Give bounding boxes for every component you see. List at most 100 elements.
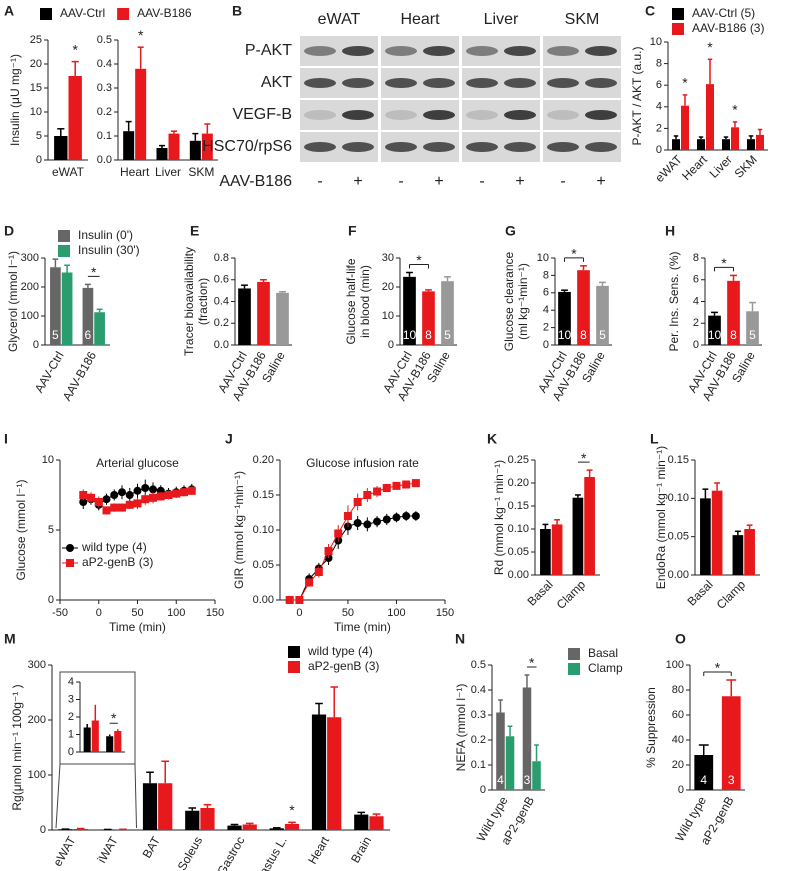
y-tick-label: 8 [543, 269, 549, 281]
y-tick-label: 8 [693, 252, 699, 264]
bar [269, 828, 284, 830]
point [133, 486, 142, 495]
bar [311, 714, 327, 830]
y-tick-label: 0.05 [253, 559, 274, 571]
legend-swatch [672, 23, 684, 35]
panel-letter: M [4, 631, 16, 647]
bar [522, 687, 532, 790]
x-tick-label: Brain [348, 834, 374, 865]
y-tick-label: 0.1 [97, 130, 112, 142]
y-tick-label: 0 [388, 339, 394, 351]
y-tick-label: 6 [656, 79, 662, 91]
y-tick-label: 0 [40, 824, 46, 836]
bar [257, 281, 270, 345]
y-tick-label: 300 [28, 659, 46, 671]
y-tick-label: 0.8 [214, 252, 229, 264]
point [141, 495, 150, 504]
significance-star: * [416, 252, 422, 268]
point [102, 506, 111, 515]
legend-swatch [288, 646, 300, 658]
panel-letter: K [487, 431, 497, 447]
bar [50, 267, 61, 345]
bar [441, 281, 454, 345]
x-tick-label: 150 [206, 607, 224, 619]
significance-star: * [732, 102, 738, 118]
blot-column-label: eWAT [318, 11, 361, 28]
point [285, 596, 294, 604]
y-tick-label: 2 [693, 317, 699, 329]
n-label: 3 [524, 773, 531, 787]
x-tick-label: SKM [188, 165, 214, 179]
y-tick-label: 5 [48, 524, 54, 536]
y-axis-label: EndoRa (mmol kg⁻¹ min⁻¹) [654, 446, 668, 589]
bar [227, 825, 242, 830]
x-axis-label: Time (min) [109, 620, 166, 634]
y-tick-label: 0 [678, 784, 684, 796]
y-tick-label: 20 [382, 281, 394, 293]
significance-star: * [581, 450, 587, 466]
x-tick-label: 50 [131, 607, 143, 619]
y-tick-label: 40 [672, 734, 684, 746]
y-tick-label: 0 [36, 154, 42, 166]
legend-label: wild type (4) [307, 644, 373, 658]
y-tick-label: 5 [36, 130, 42, 142]
bar [238, 288, 251, 345]
point [125, 500, 134, 509]
y-tick-label: 0.05 [668, 531, 689, 543]
point [353, 519, 362, 527]
x-tick-label: 50 [342, 607, 354, 619]
blot-band [504, 110, 536, 120]
significance-star: * [715, 660, 721, 676]
y-tick-label: 200 [21, 281, 39, 293]
legend-swatch [40, 8, 52, 20]
treatment-sign: + [596, 173, 605, 190]
significance-star: * [707, 39, 713, 55]
significance-star: * [91, 264, 97, 280]
y-tick-label: 4 [656, 101, 662, 113]
legend-marker [66, 559, 74, 567]
y-tick-label: 0.00 [253, 594, 274, 606]
y-tick-label: 300 [21, 252, 39, 264]
point [164, 491, 173, 499]
blot-band [385, 78, 417, 88]
y-tick-label: 0.25 [508, 454, 529, 466]
bar [369, 816, 384, 830]
bar [58, 829, 73, 830]
y-axis-label: Glucose half-life [344, 258, 358, 344]
point [156, 492, 165, 501]
x-tick-label: AAV-Ctrl [32, 349, 67, 395]
point [363, 491, 372, 499]
blot-band [585, 46, 617, 56]
legend-label: AAV-Ctrl (5) [692, 6, 755, 20]
significance-star: * [111, 710, 117, 726]
n-label: 8 [730, 328, 737, 342]
y-tick-label: 0.15 [253, 489, 274, 501]
n-label: 5 [52, 328, 59, 342]
y-axis-label: in blood (min) [358, 265, 372, 338]
blot-band [423, 110, 455, 120]
y-tick-label: 25 [30, 34, 42, 46]
treatment-sign: - [317, 173, 322, 190]
y-tick-label: 100 [21, 310, 39, 322]
legend-swatch [117, 8, 130, 20]
blot-band [504, 78, 536, 88]
panel-letter: L [650, 431, 659, 447]
point [133, 499, 142, 508]
point [102, 495, 111, 504]
point [180, 488, 188, 497]
y-axis-label: GIR (mmol kg⁻¹min⁻¹) [232, 471, 246, 589]
blot-band [385, 142, 417, 152]
legend-label: Insulin (30') [78, 243, 140, 257]
bar [123, 131, 135, 160]
bar [82, 287, 94, 345]
y-tick-label: 0.10 [253, 524, 274, 536]
bar [201, 133, 213, 160]
treatment-sign: + [515, 173, 524, 190]
legend-label: Basal [588, 646, 618, 660]
blot-row-label: AKT [261, 74, 292, 91]
bar [694, 755, 714, 790]
n-label: 8 [580, 328, 587, 342]
y-axis-label: % Suppression [644, 687, 658, 768]
